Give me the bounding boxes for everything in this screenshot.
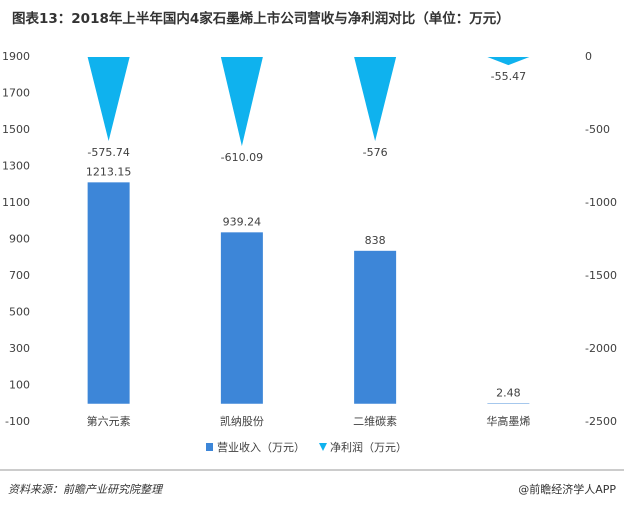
bar (354, 250, 397, 404)
y2-tick-label: -500 (585, 123, 610, 136)
y-tick-label: 700 (9, 269, 30, 282)
value-label: -610.09 (221, 151, 263, 164)
bar (87, 182, 130, 404)
y-tick-label: 300 (9, 342, 30, 355)
y2-tick-label: -1000 (585, 196, 617, 209)
y-tick-label: 1700 (2, 87, 30, 100)
y2-tick-label: 0 (585, 50, 592, 63)
legend-label: 净利润（万元） (330, 440, 407, 454)
brand: @前瞻经济学人APP (518, 482, 616, 496)
y-tick-label: 1500 (2, 123, 30, 136)
y2-tick-label: -2500 (585, 415, 617, 428)
net-profit-cone (87, 57, 130, 142)
legend-label: 营业收入（万元） (217, 440, 305, 454)
legend-swatch (206, 443, 213, 451)
bar (220, 232, 263, 404)
value-label: -55.47 (491, 70, 526, 83)
value-label: 838 (365, 234, 386, 247)
x-tick-label: 凯纳股份 (220, 415, 264, 428)
x-tick-label: 第六元素 (87, 414, 131, 428)
value-label: 1213.15 (86, 165, 132, 178)
x-tick-label: 华高墨烯 (486, 414, 530, 428)
y-tick-label: 900 (9, 233, 30, 246)
y-tick-label: 500 (9, 306, 30, 319)
net-profit-cone (354, 57, 397, 142)
value-label: 2.48 (496, 386, 521, 399)
net-profit-cone (487, 57, 530, 66)
value-label: -575.74 (87, 146, 129, 159)
legend-swatch (319, 443, 327, 451)
x-tick-label: 二维碳素 (353, 414, 397, 428)
net-profit-cone (220, 57, 263, 147)
y-tick-label: 1100 (2, 196, 30, 209)
y2-tick-label: -2000 (585, 342, 617, 355)
y-tick-label: 1900 (2, 50, 30, 63)
value-label: 939.24 (223, 215, 262, 228)
value-label: -576 (363, 146, 388, 159)
y-tick-label: 1300 (2, 160, 30, 173)
source: 资料来源：前瞻产业研究院整理 (8, 483, 164, 496)
chart-title: 图表13：2018年上半年国内4家石墨烯上市公司营收与净利润对比（单位：万元） (12, 10, 510, 27)
y-tick-label: 100 (9, 379, 30, 392)
y2-tick-label: -1500 (585, 269, 617, 282)
y-tick-label: -100 (5, 415, 30, 428)
